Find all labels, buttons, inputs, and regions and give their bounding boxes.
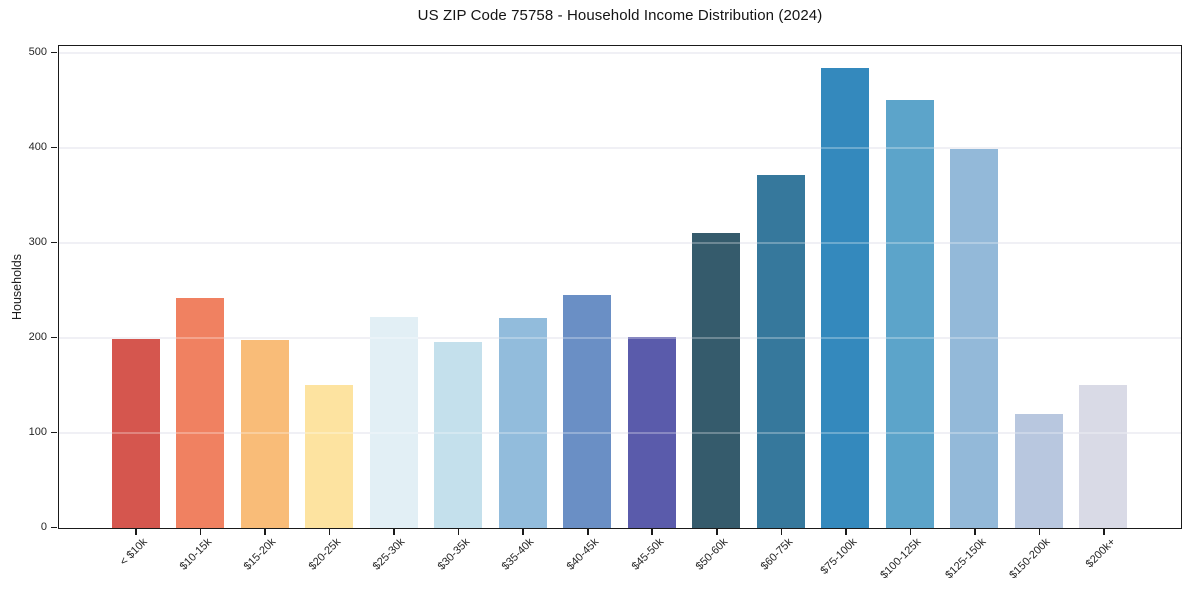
x-tick-$50-60k [715,529,718,535]
plot-area [58,45,1182,529]
x-tick-label-$15-20k: $15-20k [242,536,279,573]
y-tick-400 [51,146,57,149]
x-tick-label-< $10k: < $10k [117,536,150,569]
x-tick-$35-40k [522,529,524,535]
gridline-y200 [59,337,1181,339]
x-tick-label-$45-50k: $45-50k [629,536,666,573]
bar-$40-45k [563,295,612,528]
x-tick-label-$35-40k: $35-40k [500,536,537,573]
plot-inner [59,46,1181,528]
bar-$60-75k [756,175,805,528]
x-tick-< $10k [135,529,137,535]
x-tick-label-$75-100k: $75-100k [818,536,860,577]
x-tick-label-$25-30k: $25-30k [371,536,408,573]
bar-$50-60k [692,232,741,528]
x-tick-label-$10-15k: $10-15k [177,536,215,573]
bar-$100-125k [885,100,934,528]
y-tick-label-200: 200 [28,330,47,343]
x-tick-$125-150k [974,529,976,535]
x-tick-$20-25k [328,529,331,535]
x-tick-$150-200k [1038,529,1041,535]
bar-< $10k [111,338,160,528]
y-tick-500 [51,51,57,54]
gridline-y500 [59,52,1181,54]
y-tick-label-400: 400 [28,140,47,153]
gridline-y400 [59,147,1181,149]
y-tick-0 [51,526,57,529]
gridline-y100 [59,432,1181,434]
x-tick-label-$50-60k: $50-60k [693,536,731,573]
x-tick-label-$150-200k: $150-200k [1007,536,1053,582]
x-tick-$200k+ [1103,529,1105,535]
x-tick-$45-50k [651,529,654,535]
bar-$125-150k [950,148,999,528]
x-tick-label-$40-45k: $40-45k [564,536,602,573]
bar-$15-20k [240,339,289,528]
gridline-y300 [59,242,1181,244]
x-tick-$25-30k [393,529,395,535]
gridline-y300 [59,242,1181,244]
x-tick-label-$200k+: $200k+ [1083,536,1118,571]
y-tick-label-500: 500 [28,45,47,58]
chart-title: US ZIP Code 75758 - Household Income Dis… [417,7,823,24]
y-tick-label-300: 300 [28,235,47,248]
bar-$200k+ [1079,385,1128,528]
bar-$75-100k [821,68,870,528]
y-tick-300 [51,241,57,244]
x-tick-$100-125k [909,529,912,535]
y-tick-label-100: 100 [28,425,47,438]
bar-$25-30k [369,317,418,528]
x-tick-$10-15k [199,529,202,535]
bar-$45-50k [627,337,676,528]
y-tick-100 [51,431,57,434]
bar-$150-200k [1014,413,1063,528]
gridline-y500 [59,52,1181,54]
x-tick-$15-20k [264,529,266,535]
gridline-y400 [59,147,1181,149]
bar-$35-40k [498,318,547,528]
x-tick-label-$20-25k: $20-25k [306,536,344,573]
x-tick-label-$30-35k: $30-35k [435,536,473,573]
bar-$10-15k [176,298,225,528]
x-tick-$60-75k [780,529,783,535]
x-tick-$75-100k [845,529,847,535]
y-tick-label-0: 0 [40,520,47,533]
x-tick-label-$100-125k: $100-125k [878,536,924,582]
x-tick-label-$125-150k: $125-150k [943,536,989,582]
x-tick-label-$60-75k: $60-75k [758,536,795,573]
bar-$20-25k [305,385,354,528]
gridline-y100 [59,432,1181,434]
y-tick-200 [51,336,57,339]
x-tick-$30-35k [457,529,460,535]
bar-$30-35k [434,341,483,528]
x-tick-$40-45k [586,529,589,535]
gridline-y200 [59,337,1181,339]
